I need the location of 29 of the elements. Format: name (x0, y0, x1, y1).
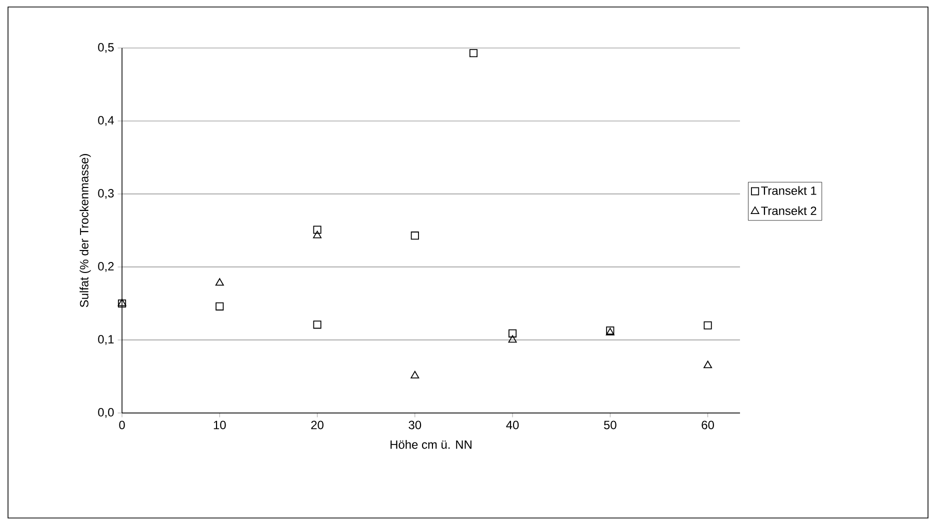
legend-label: Transekt 2 (761, 206, 816, 216)
point (410, 370, 420, 378)
y-tick-label: 0,0 (98, 408, 114, 418)
point (215, 278, 224, 286)
y-tick-label: 0,3 (98, 189, 114, 199)
y-tick-label: 0,5 (98, 43, 114, 53)
point (704, 360, 712, 368)
y-tick-label: 0,1 (98, 335, 114, 345)
x-tick-label: 0 (119, 420, 125, 430)
point (216, 302, 224, 310)
x-axis-title: Höhe cm ü. NN (390, 440, 472, 449)
x-tick-label: 20 (311, 420, 324, 430)
point (469, 49, 478, 58)
x-tick-label: 30 (408, 420, 422, 430)
x-tick-label: 40 (506, 420, 519, 430)
point (313, 230, 322, 238)
point (313, 320, 322, 329)
y-tick-label: 0,2 (98, 262, 114, 272)
point (313, 226, 322, 234)
point (704, 321, 712, 330)
x-tick-label: 50 (604, 420, 616, 430)
x-tick-label: 60 (702, 420, 714, 430)
point (410, 232, 419, 240)
legend-label: Transekt 1 (761, 186, 816, 195)
y-axis-title: Sulfat (% der Trockenmasse) (80, 154, 91, 308)
x-tick-label: 10 (214, 420, 226, 430)
point (508, 335, 517, 343)
y-tick-label: 0,4 (98, 116, 114, 126)
point (508, 329, 517, 338)
